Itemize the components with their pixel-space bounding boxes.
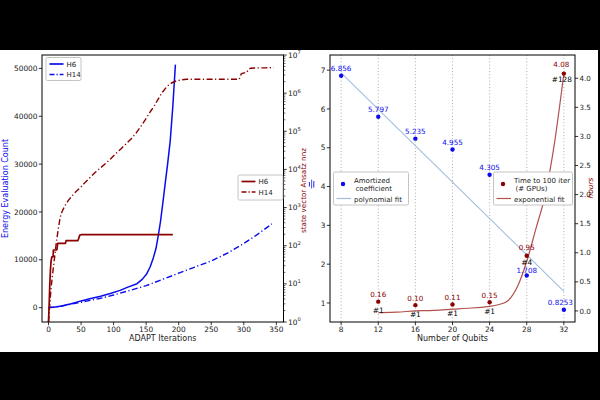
red-point-label: 4.08 [553,60,569,69]
svg-text:40000: 40000 [14,112,38,121]
amortized-coefficient-point [376,115,380,119]
legend-label: (# GPUs) [516,185,548,193]
svg-text:2: 2 [321,260,326,269]
amortized-coefficient-point [339,74,343,78]
gpu-count-label: #1 [447,309,458,318]
svg-text:1.5: 1.5 [579,219,590,228]
svg-text:150: 150 [139,325,153,334]
svg-text:20: 20 [448,325,458,334]
right-chart-legend-red: Time to 100 iter(# GPUs) exponential fit [494,172,573,205]
left-chart-ylabel-right: state vector Ansatz nnz [299,148,308,233]
time-to-100-iter-point [450,302,454,306]
legend-label: exponential fit [514,196,565,204]
svg-text:4.0: 4.0 [579,74,591,83]
legend-label: Amortized [354,177,390,185]
legend-label: H6 [67,61,77,69]
red-point-label: 0.11 [444,293,460,302]
red-point-label: 0.15 [482,291,498,300]
svg-text:8: 8 [339,325,344,334]
red-point-label: 0.10 [407,294,423,303]
svg-text:12: 12 [374,325,383,334]
legend-label: H14 [259,189,274,197]
svg-text:20000: 20000 [14,208,38,217]
figure-canvas: 050100150200250300350ADAPT Iterations010… [0,0,600,400]
legend-label: coefficient [356,185,393,193]
charts-svg: 050100150200250300350ADAPT Iterations010… [0,0,600,400]
svg-text:0.0: 0.0 [579,307,591,316]
svg-text:30000: 30000 [14,160,38,169]
time-to-100-iter-point [487,300,491,304]
legend-label: H14 [67,71,82,79]
amortized-coefficient-point [487,173,491,177]
time-to-100-iter-point [376,299,380,303]
gpu-count-label: #1 [484,307,495,316]
blue-point-label: 5.797 [368,105,389,114]
svg-text:50000: 50000 [14,64,38,73]
gpu-count-label: #1 [373,306,384,315]
gpu-count-label: #128 [552,75,573,84]
blue-point-label: 4.305 [479,163,500,172]
blue-point-label: 6.856 [331,64,352,73]
svg-text:0.5: 0.5 [579,277,590,286]
amortized-coefficient-point [413,136,417,140]
blue-point-label: 1.708 [516,266,537,275]
left-chart-xlabel: ADAPT Iterations [129,334,196,343]
svg-text:4: 4 [321,182,326,191]
svg-text:3.0: 3.0 [579,132,591,141]
blue-point-label: 0.8253 [548,298,573,307]
svg-text:250: 250 [204,325,218,334]
svg-text:10000: 10000 [14,255,38,264]
svg-text:7: 7 [321,66,326,75]
svg-text:3: 3 [321,221,326,230]
red-point-label: 0.95 [519,243,535,252]
svg-text:28: 28 [522,325,532,334]
gpu-count-label: #1 [410,310,421,319]
svg-text:5: 5 [321,143,326,152]
legend-label: polynomial fit [354,196,402,204]
right-chart-xlabel: Number of Qubits [417,334,488,343]
time-to-100-iter-point [413,303,417,307]
blue-point-label: 4.955 [442,138,463,147]
svg-text:0: 0 [46,325,51,334]
right-chart-ylabel-right: hours [586,177,595,199]
left-chart-legend-blue: H6H14 [46,58,81,81]
amortized-coefficient-point [562,308,566,312]
svg-text:1.0: 1.0 [579,248,591,257]
svg-text:3.5: 3.5 [579,103,590,112]
svg-text:50: 50 [76,325,86,334]
left-chart-legend-red: H6H14 [238,175,283,200]
svg-text:0: 0 [33,303,38,312]
svg-text:200: 200 [172,325,186,334]
left-chart-ylabel-left: Energy Evaluation Count [1,139,10,238]
blue-point-label: 5.235 [405,127,426,136]
legend-label: H6 [259,178,269,186]
svg-text:6: 6 [321,105,326,114]
amortized-coefficient-point [450,147,454,151]
svg-text:16: 16 [411,325,421,334]
svg-text:100: 100 [107,325,121,334]
gpu-count-label: #4 [521,258,532,267]
svg-text:2.5: 2.5 [579,161,590,170]
red-point-label: 0.16 [370,290,386,299]
svg-text:32: 32 [559,325,568,334]
svg-text:24: 24 [485,325,495,334]
svg-text:1: 1 [321,299,326,308]
right-chart-legend-blue: Amortizedcoefficient polynomial fit [334,172,409,205]
legend-label: Time to 100 iter [513,177,570,185]
svg-text:300: 300 [237,325,251,334]
svg-text:350: 350 [269,325,283,334]
